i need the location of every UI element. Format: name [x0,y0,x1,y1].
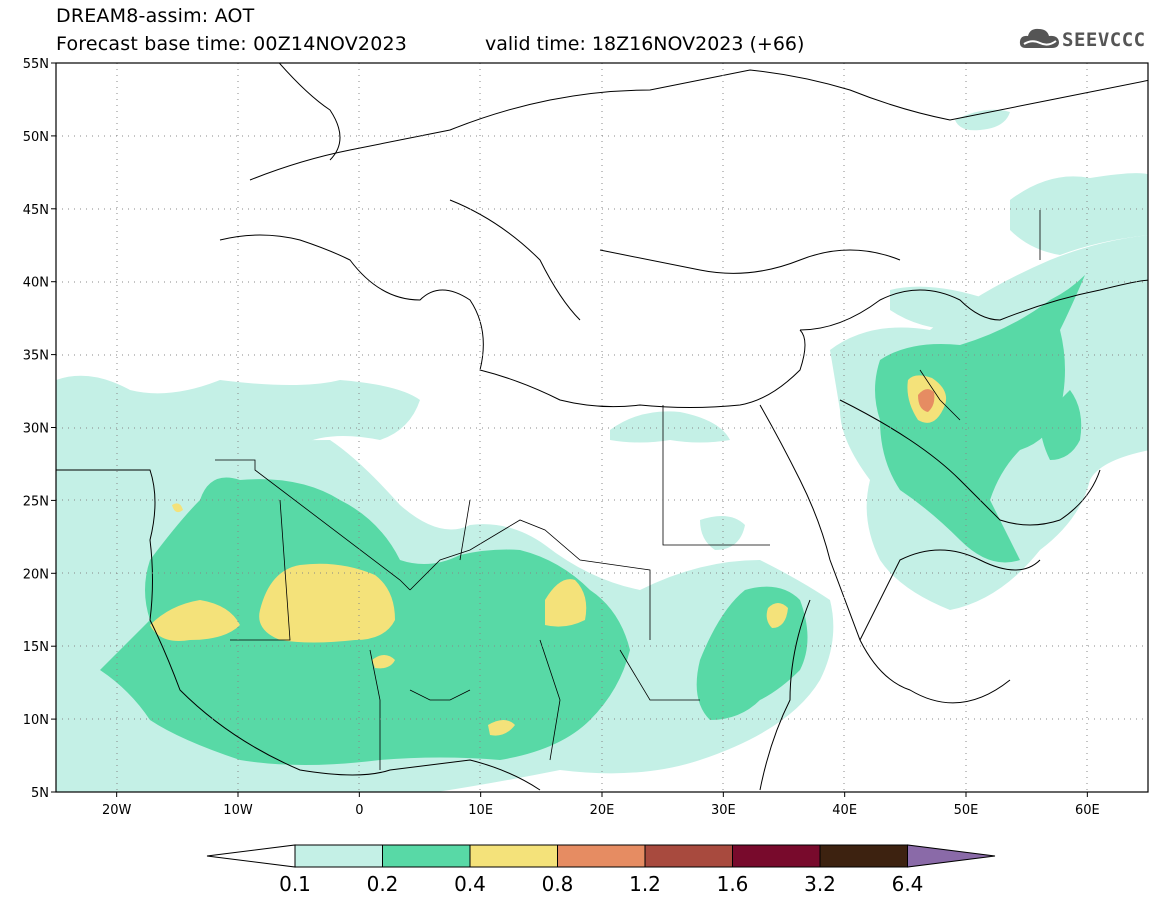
lon-tick-label: 30E [711,803,736,818]
aot-contour-04-nigeria [488,720,515,736]
aot-contour-02-iran [1040,390,1082,460]
map-title: DREAM8-assim: AOT [56,5,255,27]
lon-tick-label: 10W [223,803,253,818]
colorbar-segment [557,844,646,868]
lon-tick-label: 0 [355,803,363,818]
lat-tick-label: 5N [31,786,49,801]
lon-tick-label: 20E [590,803,615,818]
aot-contour-01-caspian [1010,173,1148,255]
lat-tick-label: 30N [23,422,49,437]
colorbar-segment [469,844,558,868]
aot-contour-04-mauritania [172,503,183,513]
colorbar-level-label: 0.1 [279,872,311,896]
colorbar-segment [644,844,733,868]
cloud-icon [1019,28,1059,48]
aot-contour-04-senegal [150,600,240,641]
lat-tick-label: 45N [23,203,49,218]
country-borders [215,210,1041,770]
lat-tick-label: 35N [23,349,49,364]
colorbar-level-label: 1.6 [717,872,749,896]
forecast-base-time: Forecast base time: 00Z14NOV2023 [56,33,408,55]
valid-time: valid time: 18Z16NOV2023 (+66) [485,33,805,55]
seevccc-logo: SEEVCCC [1018,24,1158,58]
graticule [56,63,1148,792]
colorbar-level-label: 0.8 [542,872,574,896]
colorbar-level-label: 6.4 [892,872,924,896]
aot-contour-01-egypt [610,411,730,443]
colorbar-low-arrow [206,844,296,868]
aot-contour-02-iraq [875,275,1085,563]
lat-tick-label: 40N [23,276,49,291]
longitude-axis: 20W 10W 0 10E 20E 30E 40E 50E 60E [102,792,1100,818]
lon-tick-label: 20W [102,803,132,818]
lat-tick-label: 50N [23,130,49,145]
colorbar-segment [732,844,821,868]
aot-contour-04-niger [545,579,587,627]
aot-contour-04-mali [259,563,395,643]
colorbar-level-label: 0.2 [367,872,399,896]
aot-contour-01-sudan [700,516,745,550]
colorbar-level-label: 3.2 [804,872,836,896]
aot-contour-04-ghana [372,655,395,669]
colorbar-level-label: 1.2 [629,872,661,896]
colorbar: 0.1 0.2 0.4 0.8 1.2 1.6 3.2 6.4 [206,844,996,896]
aot-contour-08-iraq [918,389,935,412]
lat-tick-label: 15N [23,640,49,655]
aot-field [56,63,1148,792]
coastlines [56,63,1148,791]
lat-tick-label: 55N [23,57,49,72]
lon-tick-label: 60E [1075,803,1100,818]
aot-contour-04-sudan [766,603,788,628]
aot-contour-01-russia [955,109,1010,131]
lon-tick-label: 10E [468,803,493,818]
logo-text: SEEVCCC [1062,29,1146,51]
colorbar-segment [294,844,383,868]
lat-tick-label: 25N [23,494,49,509]
lat-tick-label: 20N [23,567,49,582]
colorbar-segment [382,844,471,868]
lon-tick-label: 50E [954,803,979,818]
lon-tick-label: 40E [832,803,857,818]
latitude-axis: 55N 50N 45N 40N 35N 30N 25N 20N 15N 10N 5N [23,57,56,801]
colorbar-segment [819,844,908,868]
colorbar-high-arrow [907,844,996,868]
colorbar-level-label: 0.4 [454,872,486,896]
lat-tick-label: 10N [23,713,49,728]
